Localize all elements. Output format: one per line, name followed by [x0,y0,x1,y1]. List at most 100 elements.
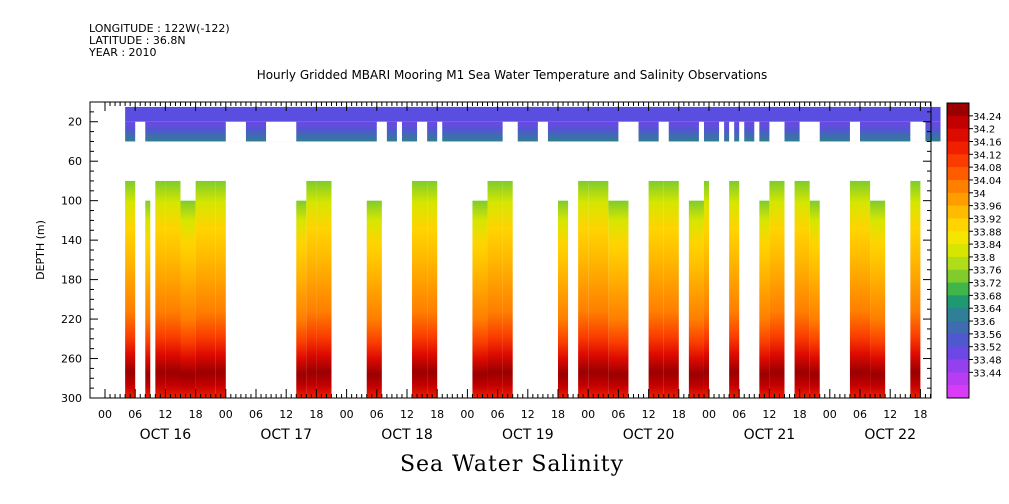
surface-gap [618,121,639,142]
chart-caption: Sea Water Salinity [399,452,625,477]
salinity-chart: 20 60 100 140 180 220 260 300 DEPTH (m) 00 06 12 18 0… [34,101,1002,443]
colorbar-label: 33.88 [973,227,1002,238]
salinity-column [145,200,151,398]
x-hour-label: 00 [823,408,837,421]
salinity-column [688,200,704,398]
surface-gap [739,121,745,142]
colorbar-swatch [947,192,969,207]
salinity-column [809,200,820,398]
salinity-column [860,180,871,398]
salinity-column [759,200,770,398]
x-hour-label: 06 [370,408,384,421]
x-hour-label: 18 [913,408,927,421]
colorbar-swatch [947,295,969,309]
x-hour-label: 12 [642,408,656,421]
colorbar-label: 33.8 [973,253,995,264]
surface-gap [910,121,926,142]
colorbar-label: 34.08 [973,163,1002,174]
surface-gap [135,121,146,142]
surface-gap [376,121,387,142]
salinity-column [608,200,629,398]
y-tick-label: 100 [61,195,82,208]
colorbar-label: 33.44 [973,368,1002,379]
salinity-column [215,180,226,398]
x-hour-label: 12 [883,408,897,421]
colorbar-swatch [947,205,969,219]
x-hour-label: 12 [279,408,293,421]
x-hour-label: 06 [732,408,746,421]
x-hour-label: 12 [762,408,776,421]
x-hour-label: 18 [672,408,686,421]
x-day-label: OCT 18 [381,427,433,443]
plot-area [125,106,956,398]
surface-gap [437,121,443,142]
salinity-column [165,180,181,398]
colorbar-swatch [947,308,969,322]
x-hour-label: 06 [853,408,867,421]
x-hour-label: 00 [219,408,233,421]
colorbar-swatch [947,103,969,117]
surface-gap [729,121,735,142]
chart-title: Hourly Gridded MBARI Mooring M1 Sea Wate… [256,68,768,82]
x-hour-label: 00 [340,408,354,421]
colorbar-label: 33.52 [973,343,1002,354]
salinity-column [296,200,307,398]
salinity-column [703,180,709,398]
x-day-label: OCT 16 [140,427,192,443]
x-hour-label: 18 [309,408,323,421]
x-day-label: OCT 20 [623,427,675,443]
salinity-column [195,180,216,398]
x-day-label: OCT 22 [864,427,916,443]
colorbar-swatch [947,244,969,258]
colorbar-swatch [947,269,969,284]
colorbar-label: 34.04 [973,176,1002,187]
colorbar-label: 33.48 [973,356,1002,367]
surface-gap [698,121,704,142]
surface-gap [225,121,246,142]
colorbar-swatch [947,141,969,155]
colorbar-label: 34.24 [973,112,1002,123]
salinity-column [663,180,679,398]
colorbar-swatch [947,359,969,373]
x-hour-label: 06 [491,408,505,421]
colorbar-label: 34 [973,189,986,200]
colorbar-swatch [947,179,969,194]
colorbar-swatch [947,333,969,348]
colorbar-label: 33.92 [973,214,1002,225]
surface-gap [799,121,820,142]
colorbar-swatch [947,321,969,335]
surface-gap [502,121,518,142]
colorbar-swatch [947,154,969,168]
salinity-column [306,180,317,398]
salinity-column [588,180,609,398]
y-tick-label: 140 [61,234,82,247]
surface-gap [417,121,428,142]
salinity-column [180,200,196,398]
colorbar-label: 33.56 [973,330,1002,341]
x-day-label: OCT 17 [260,427,312,443]
surface-gap [537,121,548,142]
colorbar-swatch [947,256,969,271]
colorbar-swatch [947,231,969,245]
colorbar-swatch [947,346,969,361]
x-hour-label: 06 [128,408,142,421]
salinity-column [502,180,513,398]
surface-gap [719,121,725,142]
salinity-column [794,180,810,398]
salinity-column [769,180,785,398]
surface-band-upper [125,106,941,122]
x-hour-label: 00 [460,408,474,421]
y-axis-label: DEPTH (m) [34,220,47,280]
salinity-column [578,180,589,398]
colorbar-label: 33.84 [973,240,1002,251]
salinity-column [849,180,860,398]
x-hour-label: 00 [702,408,716,421]
salinity-column [472,200,488,398]
x-hour-label: 12 [400,408,414,421]
surface-gap [266,121,297,142]
colorbar-swatch [947,218,969,232]
x-hour-label: 18 [551,408,565,421]
latitude-label: LATITUDE : 36.8N [89,34,186,47]
colorbar-swatch [947,385,969,399]
salinity-column [648,180,664,398]
